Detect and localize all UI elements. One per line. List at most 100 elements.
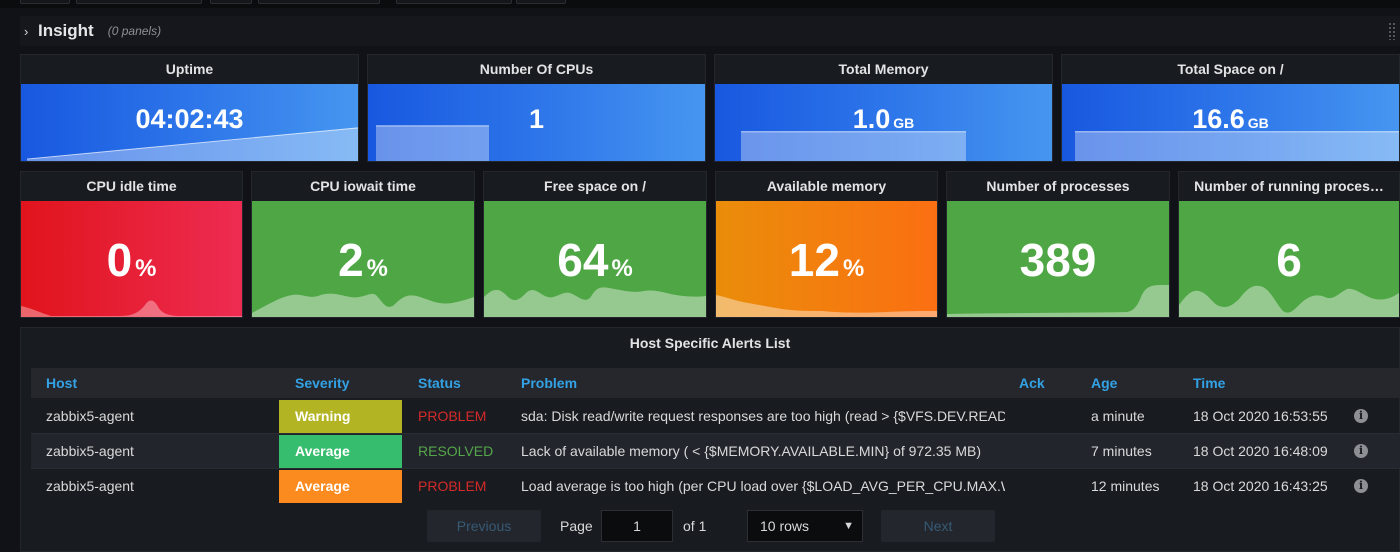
panel-title: Free space on / <box>544 178 646 194</box>
panel-title: Total Space on / <box>1177 61 1284 77</box>
stat-value: 0% <box>106 234 157 286</box>
age-cell: 7 minutes <box>1091 443 1152 459</box>
sparkline <box>741 131 966 161</box>
panel-title: Host Specific Alerts List <box>629 335 791 351</box>
panel-body: 0% <box>21 201 242 317</box>
stat-value: 04:02:43 <box>135 104 244 134</box>
problem-cell: Lack of available memory ( < {$MEMORY.AV… <box>521 443 982 459</box>
toolbar-button[interactable] <box>20 0 70 4</box>
previous-page-button[interactable]: Previous <box>427 510 541 542</box>
panel-body: 6 <box>1179 201 1399 317</box>
sparkline <box>484 287 706 317</box>
sparkline <box>252 293 474 317</box>
stat-value: 2% <box>338 234 388 286</box>
page-number-input[interactable] <box>601 510 673 542</box>
host-cell: zabbix5-agent <box>46 408 134 424</box>
cpu-count-panel[interactable]: Number Of CPUs 1 <box>367 54 706 162</box>
cpu-idle-panel[interactable]: CPU idle time 0% <box>20 171 243 318</box>
rows-per-page-select[interactable]: 10 rows ▼ <box>747 510 863 542</box>
stat-value: 6 <box>1276 234 1302 286</box>
status-cell: PROBLEM <box>418 478 487 494</box>
rows-per-page-value: 10 rows <box>760 518 810 534</box>
problem-cell: sda: Disk read/write request responses a… <box>521 408 1005 424</box>
panel-body: 1 <box>368 84 705 161</box>
status-cell: RESOLVED <box>418 443 494 459</box>
column-header-ack[interactable]: Ack <box>1019 375 1045 391</box>
time-cell: 18 Oct 2020 16:43:25 <box>1193 478 1328 494</box>
top-toolbar-strip <box>0 0 1400 8</box>
sparkline <box>1179 285 1399 317</box>
sparkline <box>947 285 1169 317</box>
severity-badge: Average <box>279 470 402 503</box>
row-panel-count: (0 panels) <box>107 24 162 38</box>
problem-cell: Load average is too high (per CPU load o… <box>521 478 1005 494</box>
stat-value: 12% <box>788 234 865 286</box>
status-cell: PROBLEM <box>418 408 487 424</box>
column-header-age[interactable]: Age <box>1091 375 1118 391</box>
column-header-problem[interactable]: Problem <box>521 375 578 391</box>
info-icon[interactable]: i <box>1354 444 1368 458</box>
panel-title: Total Memory <box>838 61 929 77</box>
info-icon[interactable]: i <box>1354 409 1368 423</box>
panel-body: 04:02:43 <box>21 84 358 161</box>
stat-value: 389 <box>1019 234 1097 286</box>
table-header: Host Severity Status Problem Ack Age Tim… <box>31 368 1400 398</box>
page-count-label: of 1 <box>683 518 707 534</box>
total-space-panel[interactable]: Total Space on / 16.6 GB <box>1061 54 1400 162</box>
next-page-button[interactable]: Next <box>881 510 995 542</box>
processes-panel[interactable]: Number of processes 389 <box>946 171 1170 318</box>
panel-title: Available memory <box>766 178 887 194</box>
time-cell: 18 Oct 2020 16:53:55 <box>1193 408 1328 424</box>
sparkline <box>26 127 358 161</box>
total-memory-panel[interactable]: Total Memory 1.0 GB <box>714 54 1053 162</box>
panel-title: Number of running proces… <box>1194 178 1384 194</box>
table-row[interactable]: zabbix5-agent Average PROBLEM Load avera… <box>31 469 1400 504</box>
toolbar-button[interactable] <box>516 0 566 4</box>
severity-badge: Average <box>279 435 402 468</box>
table-row[interactable]: zabbix5-agent Average RESOLVED Lack of a… <box>31 434 1400 469</box>
panel-title: Number Of CPUs <box>479 61 594 77</box>
page-label: Page <box>560 518 593 534</box>
panel-body: 12% <box>716 201 937 317</box>
free-space-panel[interactable]: Free space on / 64% <box>483 171 707 318</box>
panel-title: CPU iowait time <box>310 178 416 194</box>
sparkline <box>1075 131 1399 161</box>
panel-body: 2% <box>252 201 474 317</box>
chevron-right-icon[interactable]: › <box>24 23 29 39</box>
alerts-panel: Host Specific Alerts List Host Severity … <box>20 327 1400 552</box>
sparkline <box>21 300 242 317</box>
column-header-host[interactable]: Host <box>46 375 78 391</box>
stat-value: 1.0 GB <box>852 104 915 134</box>
available-memory-panel[interactable]: Available memory 12% <box>715 171 938 318</box>
toolbar-button[interactable] <box>210 0 252 4</box>
drag-handle-icon[interactable] <box>1388 22 1396 40</box>
panel-title: Uptime <box>165 61 214 77</box>
cpu-iowait-panel[interactable]: CPU iowait time 2% <box>251 171 475 318</box>
running-processes-panel[interactable]: Number of running proces… 6 <box>1178 171 1400 318</box>
stat-value: 16.6 GB <box>1192 104 1269 134</box>
time-cell: 18 Oct 2020 16:48:09 <box>1193 443 1328 459</box>
host-cell: zabbix5-agent <box>46 478 134 494</box>
dashboard-row-header[interactable]: › Insight (0 panels) <box>20 16 1400 46</box>
panel-title: Number of processes <box>986 178 1130 194</box>
table-row[interactable]: zabbix5-agent Warning PROBLEM sda: Disk … <box>31 399 1400 434</box>
sparkline <box>376 125 489 161</box>
age-cell: 12 minutes <box>1091 478 1160 494</box>
age-cell: a minute <box>1091 408 1145 424</box>
sparkline <box>716 295 937 317</box>
column-header-severity[interactable]: Severity <box>295 375 350 391</box>
toolbar-dropdown[interactable] <box>76 0 202 4</box>
row-title: Insight <box>38 21 94 40</box>
column-header-status[interactable]: Status <box>418 375 461 391</box>
panel-body: 1.0 GB <box>715 84 1052 161</box>
host-cell: zabbix5-agent <box>46 443 134 459</box>
info-icon[interactable]: i <box>1354 479 1368 493</box>
toolbar-dropdown[interactable] <box>258 0 380 4</box>
panel-body: 16.6 GB <box>1062 84 1399 161</box>
uptime-panel[interactable]: Uptime 04:02:43 <box>20 54 359 162</box>
panel-body: 389 <box>947 201 1169 317</box>
toolbar-dropdown[interactable] <box>396 0 512 4</box>
severity-badge: Warning <box>279 400 402 433</box>
column-header-time[interactable]: Time <box>1193 375 1226 391</box>
pagination: Previous Page of 1 10 rows ▼ Next <box>21 510 1400 542</box>
